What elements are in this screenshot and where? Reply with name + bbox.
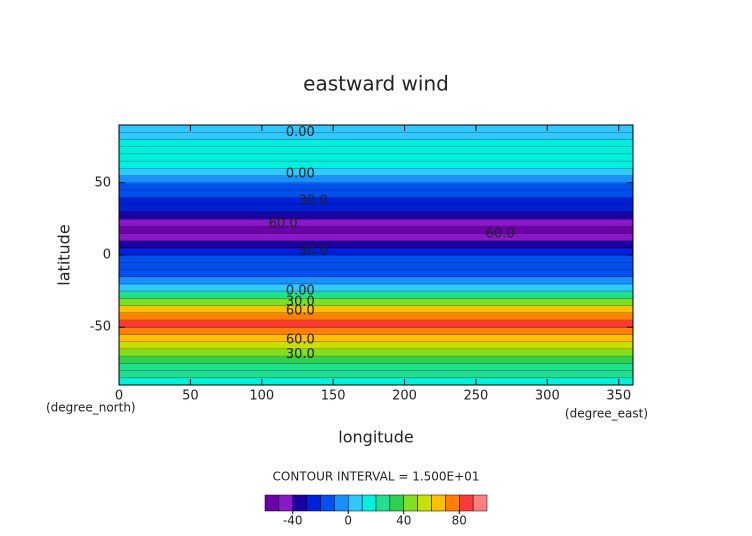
x-tick-label: 300	[535, 389, 560, 404]
latitude-band	[119, 182, 633, 191]
x-unit: (degree_east)	[565, 407, 648, 421]
contour-label: 0.00	[286, 167, 315, 182]
latitude-band	[119, 334, 633, 343]
x-axis-label: longitude	[338, 428, 413, 447]
latitude-band	[119, 211, 633, 220]
colorbar-cell	[459, 494, 474, 512]
contour-interval: CONTOUR INTERVAL = 1.500E+01	[273, 470, 480, 484]
x-tick-label: 150	[321, 389, 346, 404]
latitude-band	[119, 255, 633, 263]
colorbar-cell	[472, 494, 488, 512]
latitude-band	[119, 269, 633, 278]
y-tick-label: 0	[103, 248, 111, 263]
latitude-band	[119, 348, 633, 357]
x-tick-label: 250	[464, 389, 489, 404]
colorbar-cell	[389, 494, 404, 512]
contour-label: 30.0	[299, 193, 328, 208]
colorbar-tick-label: 80	[452, 514, 467, 528]
colorbar-cell	[278, 494, 293, 512]
contour-label: 30.0	[286, 295, 315, 310]
latitude-band	[119, 240, 633, 249]
x-tick-label: 350	[606, 389, 631, 404]
y-tick-label: -50	[90, 320, 111, 335]
colorbar-cell	[320, 494, 335, 512]
x-tick-label: 100	[249, 389, 274, 404]
latitude-band	[119, 197, 633, 205]
colorbar-cell	[375, 494, 391, 512]
contour-label: 0.00	[286, 125, 315, 140]
x-tick-label: 0	[115, 389, 123, 404]
y-unit: (degree_north)	[46, 401, 136, 415]
contour-label: 30.0	[286, 347, 315, 362]
latitude-band	[119, 218, 633, 227]
latitude-band	[119, 168, 633, 177]
latitude-band	[119, 312, 633, 321]
latitude-band	[119, 125, 633, 133]
latitude-band	[119, 370, 633, 379]
chart-title: eastward wind	[303, 72, 449, 96]
y-axis-label: latitude	[55, 224, 74, 285]
colorbar-cell	[417, 494, 432, 512]
colorbar-cell	[306, 494, 321, 512]
x-tick-label: 200	[392, 389, 417, 404]
latitude-band	[119, 356, 633, 364]
contour-label: 60.0	[486, 226, 515, 241]
colorbar-cell	[292, 494, 307, 512]
colorbar-cell	[264, 494, 280, 512]
contour-label: 60.0	[286, 304, 315, 319]
colorbar-cell	[431, 494, 446, 512]
latitude-band	[119, 226, 633, 234]
latitude-band	[119, 262, 633, 270]
colorbar-tick-label: -40	[283, 514, 303, 528]
colorbar-cell	[403, 494, 418, 512]
colorbar-cell	[361, 494, 377, 512]
x-tick-label: 50	[182, 389, 199, 404]
latitude-band	[119, 139, 633, 148]
latitude-band	[119, 233, 633, 242]
contour-label: 60.0	[269, 216, 298, 231]
contour-label: 60.0	[286, 333, 315, 348]
latitude-band	[119, 276, 633, 285]
latitude-band	[119, 247, 633, 256]
latitude-band	[119, 320, 633, 328]
colorbar-cell	[334, 494, 349, 512]
contour-label: 0.00	[286, 284, 315, 299]
latitude-band	[119, 153, 633, 162]
latitude-band	[119, 283, 633, 292]
colorbar-cell	[445, 494, 460, 512]
latitude-band	[119, 146, 633, 155]
latitude-band	[119, 291, 633, 299]
latitude-band	[119, 204, 633, 213]
latitude-band	[119, 305, 633, 314]
latitude-band	[119, 341, 633, 350]
colorbar-tick-label: 0	[344, 514, 352, 528]
latitude-band	[119, 298, 633, 307]
colorbar-tick-label: 40	[396, 514, 411, 528]
latitude-band	[119, 190, 633, 198]
latitude-band	[119, 327, 633, 335]
latitude-band	[119, 377, 633, 386]
latitude-band	[119, 132, 633, 140]
y-tick-label: 50	[94, 175, 111, 190]
contour-label: 30.0	[299, 243, 328, 258]
latitude-band	[119, 175, 633, 184]
latitude-band	[119, 161, 633, 169]
colorbar-cell	[348, 494, 363, 512]
latitude-band	[119, 363, 633, 372]
